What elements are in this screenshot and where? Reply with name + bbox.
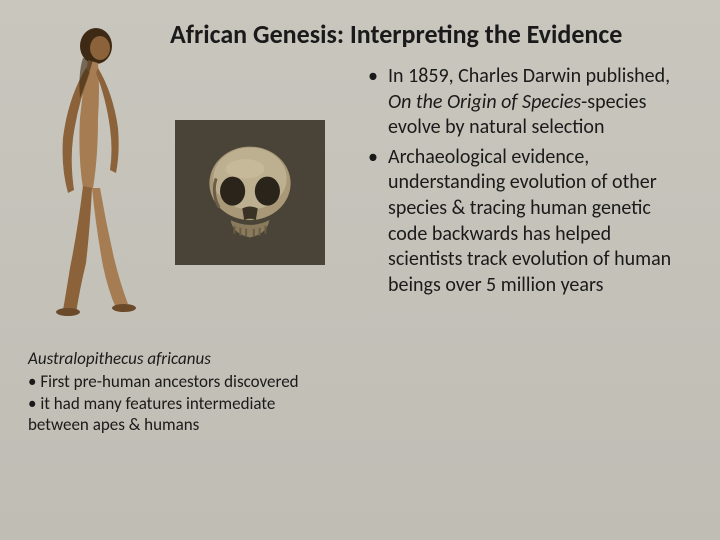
caption-list: First pre-human ancestors discovered it … (28, 371, 338, 435)
hominid-icon (28, 18, 158, 318)
caption-block: Australopithecus africanus First pre-hum… (28, 348, 338, 435)
species-name: Australopithecus africanus (28, 348, 338, 369)
bullet-item: In 1859, Charles Darwin published, On th… (360, 64, 690, 141)
hominid-illustration (28, 18, 158, 318)
slide: African Genesis: Interpreting the Eviden… (0, 0, 720, 540)
caption-point: it had many features intermediate betwee… (28, 393, 338, 436)
skull-icon (190, 135, 310, 251)
bullet-italic: On the Origin of Species (388, 90, 581, 114)
slide-title: African Genesis: Interpreting the Eviden… (170, 18, 700, 50)
bullet-text: In 1859, Charles Darwin published, (388, 64, 670, 88)
main-bullets: In 1859, Charles Darwin published, On th… (360, 64, 690, 302)
bullet-item: Archaeological evidence, understanding e… (360, 145, 690, 299)
skull-photo (175, 120, 325, 265)
bullet-text: Archaeological evidence, understanding e… (388, 145, 671, 297)
caption-point: First pre-human ancestors discovered (28, 371, 338, 392)
